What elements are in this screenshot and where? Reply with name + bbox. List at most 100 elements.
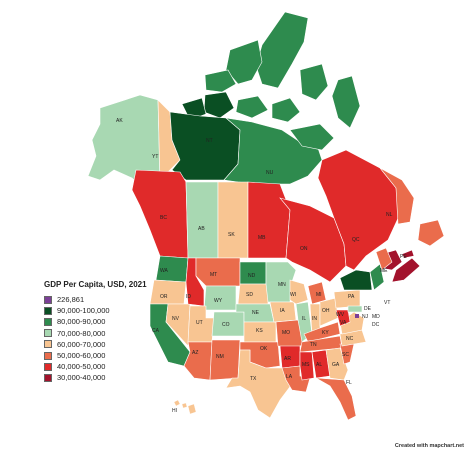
svg-text:AZ: AZ xyxy=(192,350,198,356)
svg-text:SD: SD xyxy=(246,292,253,298)
credit-text: Created with mapchart.net xyxy=(394,443,464,449)
svg-text:LA: LA xyxy=(286,374,293,380)
svg-text:ME: ME xyxy=(380,268,388,274)
svg-text:KY: KY xyxy=(322,330,329,336)
svg-text:HI: HI xyxy=(172,408,177,414)
legend-label: 80,000-90,000 xyxy=(57,317,106,327)
svg-text:MN: MN xyxy=(278,282,286,288)
region-MD xyxy=(347,305,363,313)
region-DC xyxy=(355,314,359,318)
svg-text:MO: MO xyxy=(282,330,290,336)
svg-text:AB: AB xyxy=(198,226,205,232)
region-NU xyxy=(223,117,323,185)
svg-text:KS: KS xyxy=(256,328,263,334)
legend-item: 60,000-70,000 xyxy=(44,339,147,350)
region-HI xyxy=(173,399,197,415)
svg-text:TX: TX xyxy=(250,376,257,382)
svg-text:MI: MI xyxy=(316,292,322,298)
svg-text:IA: IA xyxy=(280,308,285,314)
legend-item: 90,000-100,000 xyxy=(44,305,147,316)
svg-text:BC: BC xyxy=(160,215,167,221)
legend-swatch xyxy=(44,351,52,360)
region-ON xyxy=(279,197,347,283)
svg-text:IN: IN xyxy=(312,316,317,322)
legend-title: GDP Per Capita, USD, 2021 xyxy=(44,280,147,289)
region-NE-states xyxy=(369,263,385,291)
svg-text:IL: IL xyxy=(302,316,306,322)
region-NU-hudson-island xyxy=(289,123,335,151)
svg-text:ON: ON xyxy=(300,246,308,252)
svg-text:WY: WY xyxy=(214,298,223,304)
svg-text:NM: NM xyxy=(216,354,224,360)
region-NL-island xyxy=(417,219,445,247)
region-MT xyxy=(195,257,241,287)
region-TX xyxy=(225,349,293,419)
legend-swatch xyxy=(44,329,52,338)
svg-text:SC: SC xyxy=(342,352,349,358)
legend-item: 70,000-80,000 xyxy=(44,328,147,339)
svg-text:AL: AL xyxy=(316,362,322,368)
legend-label: 60,000-70,000 xyxy=(57,339,106,349)
region-NM xyxy=(209,339,241,381)
svg-text:OK: OK xyxy=(260,346,268,352)
legend-items: 226,861 90,000-100,000 80,000-90,000 70,000… xyxy=(44,294,147,384)
svg-text:VA: VA xyxy=(340,320,347,326)
svg-text:PE: PE xyxy=(400,254,407,260)
svg-text:FL: FL xyxy=(346,380,352,386)
legend-item: 40,000-50,000 xyxy=(44,361,147,372)
svg-text:ND: ND xyxy=(248,273,256,279)
svg-text:QC: QC xyxy=(352,237,360,243)
svg-text:AR: AR xyxy=(284,356,291,362)
region-WV xyxy=(335,309,351,327)
legend-swatch xyxy=(44,306,52,315)
svg-text:WA: WA xyxy=(160,268,169,274)
svg-text:NL: NL xyxy=(386,212,393,218)
svg-text:NE: NE xyxy=(252,310,260,316)
svg-text:NT: NT xyxy=(206,138,213,144)
svg-text:DE: DE xyxy=(364,306,372,312)
legend-label: 70,000-80,000 xyxy=(57,328,106,338)
region-KY xyxy=(303,321,341,343)
legend-label: 40,000-50,000 xyxy=(57,362,106,372)
region-NL xyxy=(379,167,415,225)
svg-text:MT: MT xyxy=(210,272,217,278)
svg-text:MD: MD xyxy=(372,314,380,320)
legend-item: 30,000-40,000 xyxy=(44,372,147,383)
svg-text:NJ: NJ xyxy=(362,314,369,320)
legend-item: 226,861 xyxy=(44,294,147,305)
region-NT xyxy=(169,111,241,181)
region-PE xyxy=(401,249,415,259)
region-MS xyxy=(299,351,315,381)
svg-text:SK: SK xyxy=(228,232,235,238)
legend: GDP Per Capita, USD, 2021 226,861 90,000-… xyxy=(44,280,147,384)
svg-text:CO: CO xyxy=(222,322,230,328)
svg-text:UT: UT xyxy=(196,320,203,326)
region-PA xyxy=(333,289,361,309)
svg-text:AK: AK xyxy=(116,118,123,124)
region-OR xyxy=(149,279,187,305)
svg-text:GA: GA xyxy=(332,362,340,368)
svg-text:ID: ID xyxy=(186,294,191,300)
region-NY xyxy=(339,269,373,291)
legend-swatch xyxy=(44,317,52,326)
legend-label: 90,000-100,000 xyxy=(57,306,110,316)
legend-swatch xyxy=(44,295,52,304)
legend-item: 50,000-60,000 xyxy=(44,350,147,361)
svg-text:NU: NU xyxy=(266,170,274,176)
svg-text:MB: MB xyxy=(258,235,266,241)
svg-text:OR: OR xyxy=(160,294,168,300)
legend-swatch xyxy=(44,373,52,382)
region-labels: AK YT NT NU BC AB SK MB ON QC NL PE ME V… xyxy=(116,118,407,414)
svg-text:TN: TN xyxy=(310,342,317,348)
region-NS xyxy=(391,257,421,283)
region-NU-islands xyxy=(204,11,361,129)
legend-label: 226,861 xyxy=(57,295,85,305)
svg-text:CA: CA xyxy=(152,328,160,334)
legend-label: 30,000-40,000 xyxy=(57,373,106,383)
svg-text:NC: NC xyxy=(346,336,354,342)
svg-text:VT: VT xyxy=(384,300,390,306)
region-MB xyxy=(247,181,291,259)
svg-text:WV: WV xyxy=(336,312,345,318)
svg-text:DC: DC xyxy=(372,322,380,328)
